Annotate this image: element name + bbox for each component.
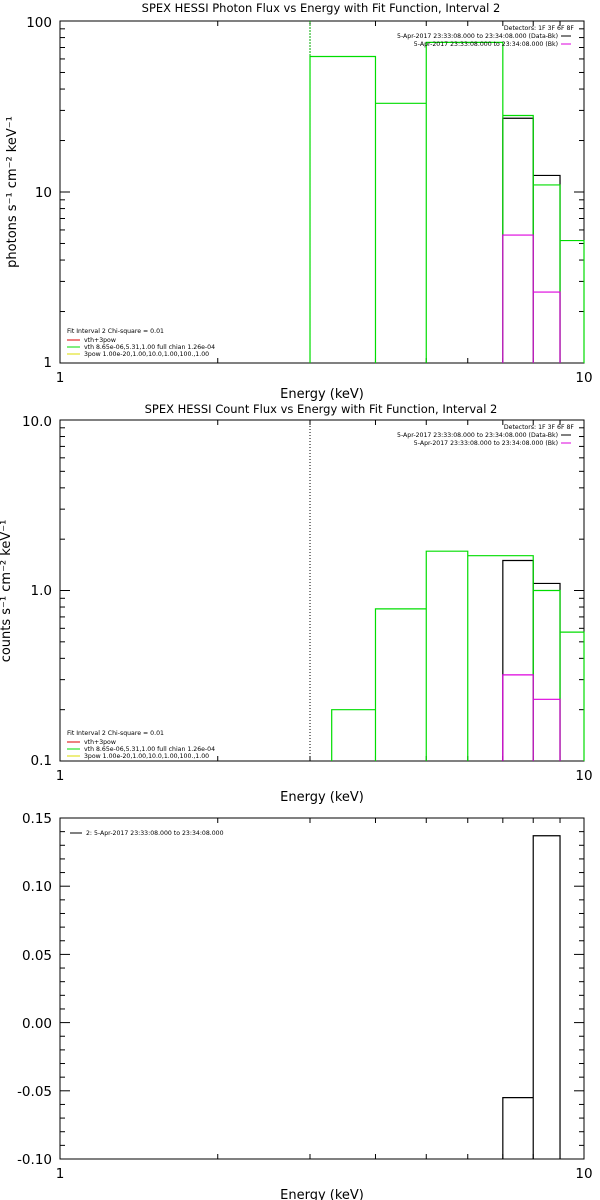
panel3-ytick-005: 0.05 bbox=[22, 948, 52, 964]
panel2-header-line-1: Detectors: 1F 3F 6F 8F bbox=[504, 424, 575, 431]
panel2-legend-line-4: 3pow 1.00e-20,1.00,10.0,1.00,100.,1.00 bbox=[84, 753, 209, 760]
panel1-xtick-1: 1 bbox=[56, 370, 65, 386]
panel3-frame bbox=[59, 817, 585, 1160]
panel1-title: SPEX HESSI Photon Flux vs Energy with Fi… bbox=[142, 1, 501, 15]
count-flux-panel: SPEX HESSI Count Flux vs Energy with Fit… bbox=[0, 402, 593, 805]
panel2-ylabel: counts s⁻¹ cm⁻² keV⁻¹ bbox=[0, 520, 14, 663]
panel1-header-line-2: 5-Apr-2017 23:33:08.000 to 23:34:08.000 … bbox=[397, 33, 558, 40]
panel3-ytick-000: 0.00 bbox=[22, 1016, 52, 1032]
panel2-title: SPEX HESSI Count Flux vs Energy with Fit… bbox=[145, 402, 498, 416]
series-vth-3pow-histogram bbox=[331, 550, 585, 761]
panel1-ytick-10: 10 bbox=[35, 185, 52, 201]
panel1-ylabel: photons s⁻¹ cm⁻² keV⁻¹ bbox=[5, 116, 20, 268]
panel1-legend-line-4: 3pow 1.00e-20,1.00,10.0,1.00,100.,1.00 bbox=[84, 351, 209, 358]
panel2-header-line-3: 5-Apr-2017 23:33:08.000 to 23:34:08.000 … bbox=[414, 440, 558, 447]
panel2-ytick-10-0: 10.0 bbox=[22, 414, 52, 430]
panel3-xtick-1: 1 bbox=[56, 1166, 65, 1182]
panel1-frame bbox=[59, 20, 585, 364]
panel1-legend-line-3: vth 8.65e-06,5.31,1.00 full chian 1.26e-… bbox=[84, 344, 215, 351]
panel1-ytick-1: 1 bbox=[43, 355, 52, 371]
series-data-bk-histogram bbox=[502, 117, 561, 363]
panel3-legend-line-1: 2: 5-Apr-2017 23:33:08.000 to 23:34:08.0… bbox=[86, 830, 224, 837]
panel3-axes bbox=[60, 818, 584, 1159]
panel2-xtick-10: 10 bbox=[575, 768, 592, 784]
panel1-xtick-10: 10 bbox=[575, 370, 592, 386]
panel1-xlabel: Energy (keV) bbox=[280, 387, 364, 402]
panel2-axes bbox=[60, 420, 584, 761]
panel2-frame bbox=[59, 419, 585, 762]
series-bk-histogram bbox=[502, 674, 561, 761]
panel2-legend-line-3: vth 8.65e-06,5.31,1.00 full chian 1.26e-… bbox=[84, 746, 215, 753]
panel3-ytick-010: 0.10 bbox=[22, 879, 52, 895]
panel3-ytick-m005: -0.05 bbox=[17, 1084, 52, 1100]
panel3-series bbox=[502, 835, 561, 1159]
panel3-xlabel: Energy (keV) bbox=[280, 1188, 364, 1200]
panel2-xlabel: Energy (keV) bbox=[280, 790, 364, 805]
panel1-legend-line-1: Fit Interval 2 Chi-square = 0.01 bbox=[67, 328, 164, 335]
residuals-panel: 1 10 -0.10 -0.05 0.00 0.05 0.10 0.15 Ene… bbox=[17, 811, 593, 1200]
series-residual-histogram bbox=[502, 835, 561, 1159]
panel1-axes bbox=[60, 21, 584, 363]
series-vth-3pow-histogram bbox=[309, 41, 585, 363]
panel2-legend-line-2: vth+3pow bbox=[84, 739, 116, 746]
panel2-series bbox=[309, 420, 585, 761]
panel3-ytick-m010: -0.10 bbox=[17, 1152, 52, 1168]
panel3-ytick-015: 0.15 bbox=[22, 811, 52, 827]
panel1-header-line-1: Detectors: 1F 3F 6F 8F bbox=[504, 25, 575, 32]
panel3-xtick-10: 10 bbox=[575, 1166, 592, 1182]
panel1-ytick-100: 100 bbox=[26, 15, 52, 31]
panel2-ytick-1-0: 1.0 bbox=[31, 583, 52, 599]
panel2-header-line-2: 5-Apr-2017 23:33:08.000 to 23:34:08.000 … bbox=[397, 432, 558, 439]
series-bk-histogram bbox=[502, 234, 561, 363]
panel2-legend-line-1: Fit Interval 2 Chi-square = 0.01 bbox=[67, 730, 164, 737]
panel1-header-line-3: 5-Apr-2017 23:33:08.000 to 23:34:08.000 … bbox=[414, 41, 558, 48]
panel2-xtick-1: 1 bbox=[56, 768, 65, 784]
panel1-series bbox=[309, 21, 585, 363]
panel1-legend-line-2: vth+3pow bbox=[84, 337, 116, 344]
panel2-ytick-0-1: 0.1 bbox=[31, 753, 52, 769]
photon-flux-panel: SPEX HESSI Photon Flux vs Energy with Fi… bbox=[5, 1, 593, 402]
